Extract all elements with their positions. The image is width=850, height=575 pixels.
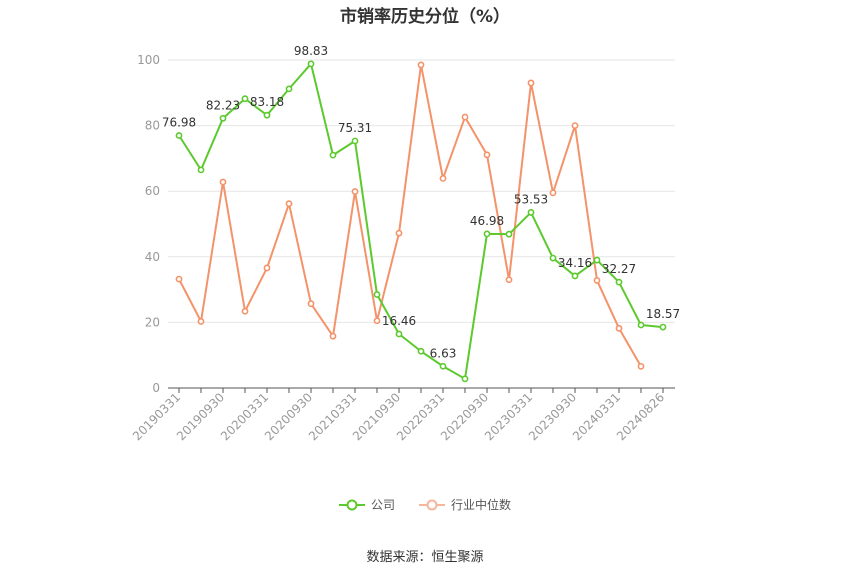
industry-median-point [329,332,337,340]
legend-industry-marker [419,499,445,510]
data-source: 数据来源：恒生聚源 [366,550,484,565]
company-point [395,330,403,338]
industry-median-point [483,151,491,159]
legend-industry-label: 行业中位数 [451,498,512,512]
company-point [307,60,315,68]
industry-median-point [219,178,227,186]
industry-median-point [285,200,293,208]
industry-median-point [175,275,183,283]
company-point [373,291,381,298]
grid-lines [168,59,675,323]
legend-item-company[interactable]: 公司 [338,496,395,513]
industry-median-line [178,63,642,367]
company-data-label: 16.46 [382,314,416,328]
company-data-label: 76.98 [162,116,196,130]
company-data-label: 53.53 [514,192,548,206]
company-point [461,375,469,383]
industry-median-point [527,79,535,87]
company-line [178,62,664,380]
industry-median-point [241,307,249,315]
y-tick-label: 60 [145,184,160,198]
company-data-label: 32.27 [602,262,636,276]
company-point [549,254,557,262]
series-lines [175,60,667,383]
company-point [351,137,359,145]
industry-median-point [263,264,271,272]
x-tick-label: 20240826 [614,390,667,443]
industry-median-point [615,324,623,332]
company-point [483,230,491,238]
company-point [175,132,183,139]
y-tick-label: 100 [137,53,160,67]
company-data-label: 46.98 [470,214,504,228]
industry-median-point [439,175,447,182]
company-point [593,256,601,264]
company-point [263,111,271,119]
y-tick-label: 0 [152,381,160,395]
industry-median-point [417,61,425,69]
company-point [241,95,249,103]
industry-median-point [373,317,381,325]
y-tick-label: 40 [145,250,160,264]
company-point [285,85,293,93]
company-point [219,114,227,122]
legend-company-marker [338,499,365,510]
company-data-label: 75.31 [338,121,372,135]
chart-title: 市销率历史分位（%） [339,7,511,27]
industry-median-point [571,122,579,129]
industry-median-point [351,188,359,195]
company-data-label: 83.18 [250,95,284,109]
y-tick-label: 80 [145,119,160,133]
company-data-label: 34.16 [558,256,592,270]
company-point [615,278,623,286]
company-data-label: 18.57 [646,307,680,321]
company-point [197,166,205,174]
company-point [505,230,513,238]
company-data-label: 82.23 [206,98,240,112]
legend-item-industry-median[interactable]: 行业中位数 [419,496,511,513]
industry-median-point [549,189,557,197]
company-point [527,209,535,216]
industry-median-point [505,276,513,284]
company-point [329,151,337,159]
industry-median-point [637,362,645,370]
company-point [439,362,447,370]
legend-company-label: 公司 [370,498,395,512]
company-point [417,347,425,355]
industry-median-point [395,229,403,237]
company-point [637,321,645,329]
industry-median-point [307,300,315,308]
company-data-label: 98.83 [294,44,328,58]
company-point [571,272,579,280]
company-point [659,323,667,331]
legend: 公司 行业中位数 [0,496,850,513]
industry-median-point [461,113,469,121]
data-labels: 76.98 82.23 83.18 98.83 75.31 16.46 6.63 46.98 5… [162,44,680,360]
industry-median-point [197,318,205,325]
company-data-label: 6.63 [430,346,457,360]
y-tick-label: 20 [145,315,160,329]
industry-median-point [593,277,601,284]
